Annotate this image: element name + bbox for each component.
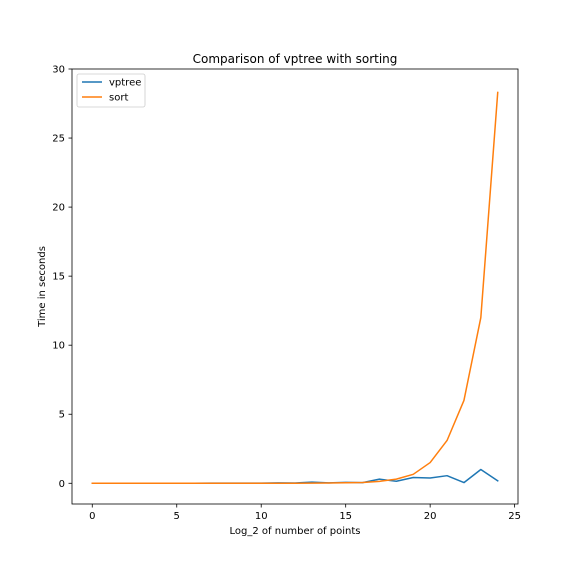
y-axis-label: Time in seconds	[37, 246, 48, 328]
legend: vptree sort	[76, 73, 146, 108]
y-tick-label: 0	[59, 479, 65, 490]
series-line-sort	[91, 91, 499, 485]
y-tick-label: 20	[52, 203, 65, 214]
x-tick-label: 5	[174, 511, 180, 522]
y-axis: 0 5 10 15 20 25 30	[52, 65, 72, 490]
y-tick-label: 15	[52, 272, 65, 283]
legend-label-sort: sort	[109, 93, 128, 104]
y-tick-label: 10	[52, 341, 65, 352]
x-tick-label: 25	[508, 511, 521, 522]
x-tick-label: 10	[255, 511, 268, 522]
x-tick-label: 20	[424, 511, 437, 522]
x-tick-label: 0	[89, 511, 95, 522]
y-tick-label: 30	[52, 65, 65, 76]
plot-frame	[71, 68, 519, 505]
legend-label-vptree: vptree	[109, 78, 141, 89]
plot-lines	[91, 91, 499, 485]
x-axis-label: Log_2 of number of points	[230, 526, 361, 537]
y-tick-label: 5	[59, 410, 65, 421]
chart-title: Comparison of vptree with sorting	[193, 52, 398, 66]
x-tick-label: 15	[339, 511, 352, 522]
x-axis: 0 5 10 15 20 25	[89, 504, 521, 522]
y-tick-label: 25	[52, 134, 65, 145]
